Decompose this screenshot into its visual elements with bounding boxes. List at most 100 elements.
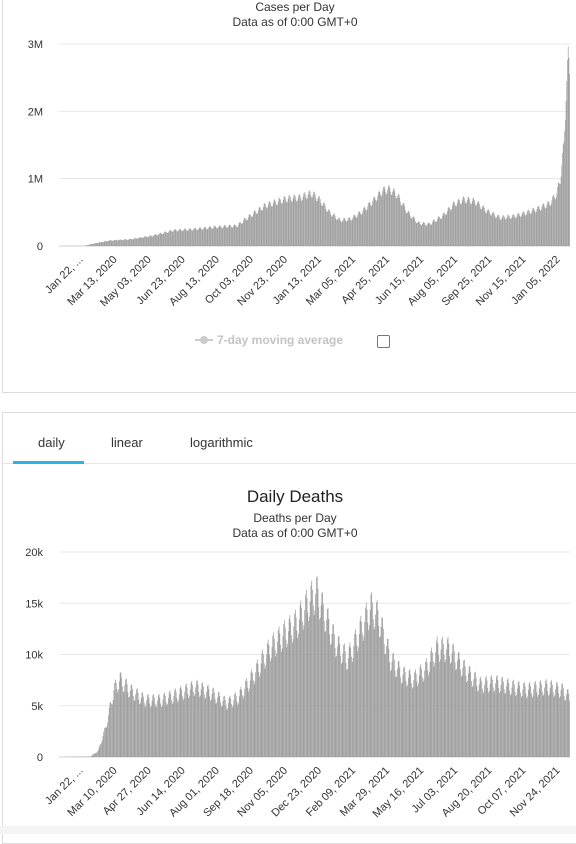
chart-bar bbox=[258, 664, 259, 757]
chart-bar bbox=[246, 678, 247, 757]
chart-bar bbox=[519, 681, 520, 757]
chart-bar bbox=[507, 215, 508, 246]
chart-bar bbox=[554, 196, 555, 246]
chart-bar bbox=[263, 207, 264, 246]
chart-bar bbox=[98, 243, 99, 246]
chart-bar bbox=[272, 206, 273, 246]
chart-bar bbox=[498, 680, 499, 757]
chart-bar bbox=[386, 646, 387, 757]
chart-bar bbox=[366, 211, 367, 246]
chart-bar bbox=[95, 753, 96, 757]
chart-bar bbox=[111, 240, 112, 246]
chart-bar bbox=[469, 199, 470, 246]
chart-bar bbox=[521, 216, 522, 246]
chart-bar bbox=[459, 200, 460, 246]
chart-bar bbox=[248, 217, 249, 246]
chart-bar bbox=[274, 200, 275, 246]
chart-bar bbox=[171, 231, 172, 246]
chart-bar bbox=[314, 192, 315, 246]
chart-bar bbox=[545, 209, 546, 246]
chart-bar bbox=[394, 189, 395, 246]
chart-bar bbox=[240, 690, 241, 757]
chart-bar bbox=[244, 219, 245, 246]
chart-bar bbox=[473, 198, 474, 246]
chart-bar bbox=[535, 212, 536, 246]
chart-bar bbox=[556, 198, 557, 246]
chart-bar bbox=[158, 695, 159, 757]
chart-bar bbox=[262, 211, 263, 246]
chart-bar bbox=[284, 196, 285, 246]
chart-bar bbox=[146, 701, 147, 757]
chart-bar bbox=[134, 701, 135, 757]
chart-bar bbox=[100, 745, 101, 757]
chart-bar bbox=[350, 220, 351, 246]
chart-bar bbox=[505, 693, 506, 757]
chart-bar bbox=[460, 670, 461, 757]
chart-bar bbox=[384, 186, 385, 246]
chart-bar bbox=[145, 706, 146, 757]
chart-bar bbox=[377, 200, 378, 246]
chart-bar bbox=[529, 211, 530, 246]
chart-bar bbox=[119, 240, 120, 246]
chart-bar bbox=[278, 630, 279, 757]
chart-bar bbox=[517, 689, 518, 757]
chart-bar bbox=[475, 203, 476, 246]
chart-bar bbox=[208, 229, 209, 246]
chart-bar bbox=[242, 223, 243, 246]
chart-bar bbox=[298, 634, 299, 757]
chart-bar bbox=[223, 701, 224, 757]
moving-average-checkbox[interactable] bbox=[377, 335, 390, 348]
chart-bar bbox=[562, 683, 563, 757]
chart-bar bbox=[288, 631, 289, 757]
chart-bar bbox=[323, 203, 324, 246]
chart-bar bbox=[132, 239, 133, 246]
chart-bar bbox=[229, 225, 230, 246]
chart-bar bbox=[510, 218, 511, 246]
chart-bar bbox=[144, 237, 145, 246]
chart-bar bbox=[156, 235, 157, 246]
chart-bar bbox=[275, 201, 276, 246]
chart-bar bbox=[303, 630, 304, 757]
chart-bar bbox=[513, 680, 514, 757]
legend-item-7day[interactable]: 7-day moving average bbox=[195, 333, 343, 347]
chart-bar bbox=[281, 204, 282, 246]
chart-bar bbox=[241, 687, 242, 757]
chart-bar bbox=[462, 675, 463, 757]
chart-bar bbox=[193, 692, 194, 757]
chart-bar bbox=[542, 207, 543, 246]
chart-bar bbox=[524, 212, 525, 246]
chart-bar bbox=[130, 691, 131, 757]
chart-bar bbox=[121, 240, 122, 246]
chart-bar bbox=[252, 216, 253, 246]
chart-bar bbox=[299, 195, 300, 246]
deaths-chart: Daily Deaths Deaths per Day Data as of 0… bbox=[3, 413, 576, 843]
chart-bar bbox=[237, 705, 238, 757]
chart-bar bbox=[332, 216, 333, 246]
chart-bar bbox=[468, 197, 469, 246]
chart-bar bbox=[530, 686, 531, 757]
chart-bar bbox=[296, 202, 297, 246]
chart-bar bbox=[443, 214, 444, 246]
chart-bar bbox=[453, 201, 454, 246]
chart-bar bbox=[249, 214, 250, 246]
chart-bar bbox=[211, 699, 212, 757]
chart-bar bbox=[238, 225, 239, 246]
chart-bar bbox=[423, 682, 424, 757]
chart-bar bbox=[285, 198, 286, 246]
chart-subtitle-date: Data as of 0:00 GMT+0 bbox=[232, 526, 357, 540]
chart-bar bbox=[168, 232, 169, 246]
chart-bar bbox=[563, 144, 564, 246]
chart-bar bbox=[148, 237, 149, 246]
chart-bar bbox=[432, 652, 433, 757]
chart-bar bbox=[373, 619, 374, 757]
chart-bar bbox=[559, 184, 560, 246]
chart-bar bbox=[456, 669, 457, 757]
chart-bar bbox=[193, 229, 194, 246]
chart-bar bbox=[512, 687, 513, 757]
chart-bar bbox=[207, 686, 208, 757]
chart-bar bbox=[403, 675, 404, 757]
chart-bar bbox=[146, 237, 147, 246]
chart-bar bbox=[392, 192, 393, 246]
chart-bar bbox=[508, 215, 509, 246]
chart-bar bbox=[143, 238, 144, 246]
